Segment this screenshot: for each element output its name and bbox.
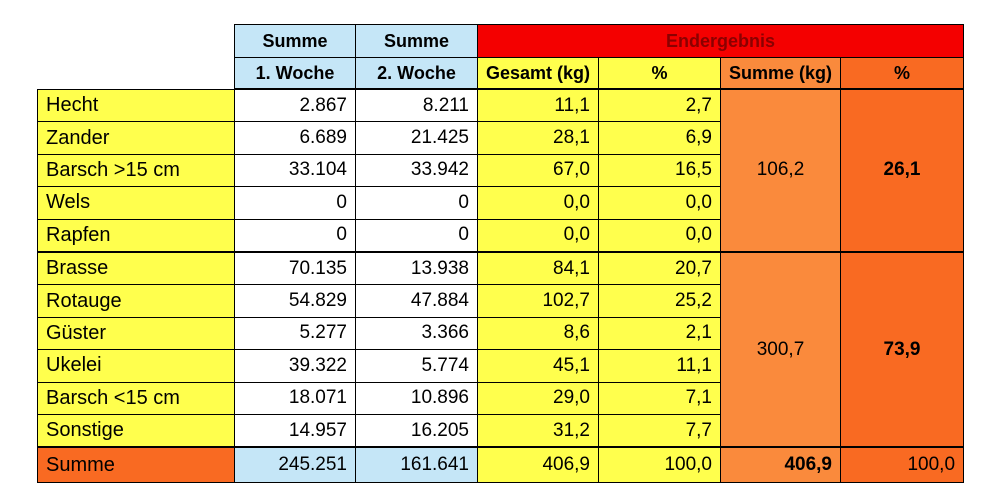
header-row-1: Summe Summe Endergebnis bbox=[37, 24, 965, 89]
week2-value: 0 bbox=[355, 218, 478, 253]
total-week1: 245.251 bbox=[234, 446, 356, 484]
percent-value: 25,2 bbox=[598, 284, 721, 318]
gesamt-value: 45,1 bbox=[477, 349, 599, 383]
percent-value: 0,0 bbox=[598, 186, 721, 220]
gesamt-value: 84,1 bbox=[477, 250, 599, 286]
fish-name: Sonstige bbox=[37, 413, 235, 448]
week1-value: 2.867 bbox=[234, 88, 356, 123]
percent-value: 11,1 bbox=[598, 349, 721, 383]
percent-value: 2,1 bbox=[598, 316, 721, 351]
percent-value: 7,7 bbox=[598, 413, 721, 448]
table-row: Brasse 70.135 13.938 84,1 20,7 300,7 73,… bbox=[37, 250, 965, 448]
table-row: Hecht 2.867 8.211 11,1 2,7 106,2 26,1 bbox=[37, 88, 965, 253]
table-row: Rapfen 0 0 0,0 0,0 bbox=[37, 218, 964, 253]
group-percent: 26,1 bbox=[839, 88, 965, 253]
gesamt-value: 102,7 bbox=[477, 284, 599, 318]
week2-value: 16.205 bbox=[355, 413, 478, 448]
fish-name: Ukelei bbox=[37, 349, 235, 383]
gesamt-value: 29,0 bbox=[477, 381, 599, 415]
total-gesamt: 406,9 bbox=[477, 446, 599, 484]
total-summe-kg: 406,9 bbox=[720, 446, 841, 484]
gesamt-value: 0,0 bbox=[477, 218, 599, 253]
percent-value: 16,5 bbox=[598, 153, 721, 188]
week1-value: 33.104 bbox=[234, 153, 356, 188]
total-label: Summe bbox=[37, 446, 235, 484]
fish-name: Güster bbox=[37, 316, 235, 351]
fish-name: Wels bbox=[37, 186, 235, 220]
header-summe-week1: Summe bbox=[234, 24, 356, 58]
gesamt-value: 11,1 bbox=[477, 88, 599, 123]
week2-value: 0 bbox=[355, 186, 478, 220]
fish-name: Zander bbox=[37, 121, 235, 155]
total-percent: 100,0 bbox=[598, 446, 721, 484]
table-row: Barsch >15 cm 33.104 33.942 67,0 16,5 bbox=[37, 153, 964, 188]
percent-value: 7,1 bbox=[598, 381, 721, 415]
week2-value: 10.896 bbox=[355, 381, 478, 415]
group-summe-kg: 106,2 bbox=[720, 88, 841, 253]
fish-name: Brasse bbox=[37, 250, 235, 286]
week1-value: 18.071 bbox=[234, 381, 356, 415]
header-summe-kg: Summe (kg) bbox=[720, 57, 841, 90]
fish-name: Barsch <15 cm bbox=[37, 381, 235, 415]
fish-name: Rapfen bbox=[37, 218, 235, 253]
total-week2: 161.641 bbox=[355, 446, 478, 484]
week2-value: 13.938 bbox=[355, 250, 478, 286]
group-percent: 73,9 bbox=[839, 250, 965, 448]
week2-value: 3.366 bbox=[355, 316, 478, 351]
gesamt-value: 28,1 bbox=[477, 121, 599, 155]
percent-value: 2,7 bbox=[598, 88, 721, 123]
week1-value: 0 bbox=[234, 186, 356, 220]
table-row: Rotauge 54.829 47.884 102,7 25,2 bbox=[37, 284, 964, 318]
week2-value: 33.942 bbox=[355, 153, 478, 188]
week1-value: 70.135 bbox=[234, 250, 356, 286]
percent-value: 20,7 bbox=[598, 250, 721, 286]
header-summe-week2: Summe bbox=[355, 24, 478, 58]
total-row: Summe 245.251 161.641 406,9 100,0 406,9 … bbox=[37, 446, 965, 484]
week1-value: 5.277 bbox=[234, 316, 356, 351]
fish-name: Rotauge bbox=[37, 284, 235, 318]
week2-value: 21.425 bbox=[355, 121, 478, 155]
header-week1: 1. Woche bbox=[234, 57, 356, 90]
gesamt-value: 31,2 bbox=[477, 413, 599, 448]
week1-value: 54.829 bbox=[234, 284, 356, 318]
header-percent-group: % bbox=[839, 57, 965, 90]
table-row: Zander 6.689 21.425 28,1 6,9 bbox=[37, 121, 964, 155]
header-blank bbox=[37, 24, 235, 89]
header-gesamt-kg: Gesamt (kg) bbox=[477, 57, 599, 90]
percent-value: 0,0 bbox=[598, 218, 721, 253]
week1-value: 39.322 bbox=[234, 349, 356, 383]
week1-value: 0 bbox=[234, 218, 356, 253]
fish-name: Hecht bbox=[37, 88, 235, 123]
gesamt-value: 67,0 bbox=[477, 153, 599, 188]
header-week2: 2. Woche bbox=[355, 57, 478, 90]
table-row: Barsch <15 cm 18.071 10.896 29,0 7,1 bbox=[37, 381, 964, 415]
gesamt-value: 0,0 bbox=[477, 186, 599, 220]
header-row-2: 1. Woche 2. Woche Gesamt (kg) % Summe (k… bbox=[38, 57, 965, 90]
gesamt-value: 8,6 bbox=[477, 316, 599, 351]
header-percent: % bbox=[598, 57, 721, 90]
week2-value: 8.211 bbox=[355, 88, 478, 123]
percent-value: 6,9 bbox=[598, 121, 721, 155]
results-table: Summe Summe Endergebnis 1. Woche 2. Woch… bbox=[37, 24, 965, 484]
table-row: Güster 5.277 3.366 8,6 2,1 bbox=[37, 316, 964, 351]
total-percent-group: 100,0 bbox=[839, 446, 965, 484]
week1-value: 14.957 bbox=[234, 413, 356, 448]
table-row: Wels 0 0 0,0 0,0 bbox=[37, 186, 964, 220]
week1-value: 6.689 bbox=[234, 121, 356, 155]
fish-name: Barsch >15 cm bbox=[37, 153, 235, 188]
table-row: Ukelei 39.322 5.774 45,1 11,1 bbox=[37, 349, 964, 383]
group-summe-kg: 300,7 bbox=[720, 250, 841, 448]
week2-value: 47.884 bbox=[355, 284, 478, 318]
week2-value: 5.774 bbox=[355, 349, 478, 383]
header-endergebnis: Endergebnis bbox=[476, 24, 965, 58]
